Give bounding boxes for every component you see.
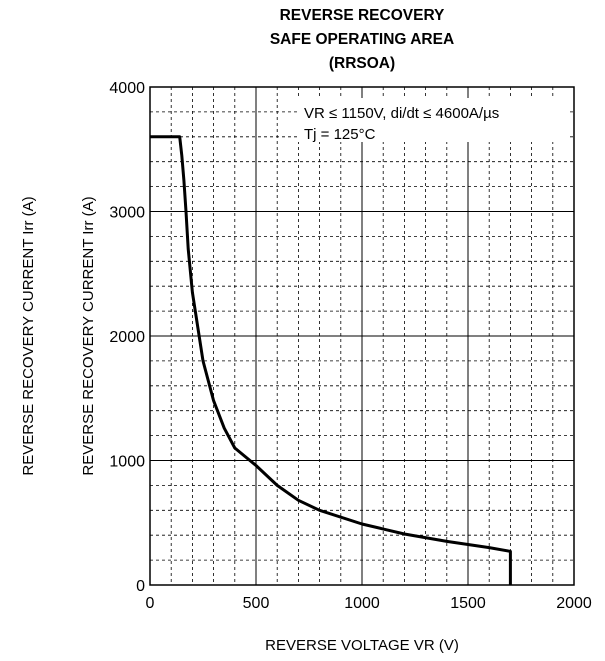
x-tick-label: 500 <box>243 595 270 612</box>
annotation-temperature: Tj = 125°C <box>304 126 376 143</box>
plot-frame <box>149 86 575 586</box>
title-line-2: SAFE OPERATING AREA <box>270 31 454 48</box>
annotation-conditions: VR ≤ 1150V, di/dt ≤ 4600A/µs <box>304 105 499 122</box>
x-tick-label: 2000 <box>556 595 592 612</box>
y-tick-label: 1000 <box>109 454 145 471</box>
annotation-box: VR ≤ 1150V, di/dt ≤ 4600A/µs Tj = 125°C <box>298 98 570 143</box>
y-axis-label-outer: REVERSE RECOVERY CURRENT Irr (A) <box>20 196 37 475</box>
grid <box>150 87 574 585</box>
chart-title: REVERSE RECOVERY SAFE OPERATING AREA (RR… <box>270 7 454 72</box>
y-tick-label: 3000 <box>109 205 145 222</box>
annotation-background <box>298 98 570 142</box>
rrsoa-curve <box>150 135 512 585</box>
x-tick-label: 1500 <box>450 595 486 612</box>
title-line-3: (RRSOA) <box>329 55 395 72</box>
y-axis-label-inner: REVERSE RECOVERY CURRENT Irr (A) <box>80 196 97 475</box>
y-tick-label: 4000 <box>109 80 145 97</box>
y-tick-label: 0 <box>136 578 145 595</box>
y-tick-labels: 0 1000 2000 3000 4000 <box>109 80 145 595</box>
x-tick-label: 1000 <box>344 595 380 612</box>
x-tick-label: 0 <box>146 595 155 612</box>
title-line-1: REVERSE RECOVERY <box>280 7 445 24</box>
x-axis-label: REVERSE VOLTAGE VR (V) <box>265 637 459 654</box>
x-tick-labels: 0 500 1000 1500 2000 <box>146 595 592 612</box>
y-tick-label: 2000 <box>109 329 145 346</box>
